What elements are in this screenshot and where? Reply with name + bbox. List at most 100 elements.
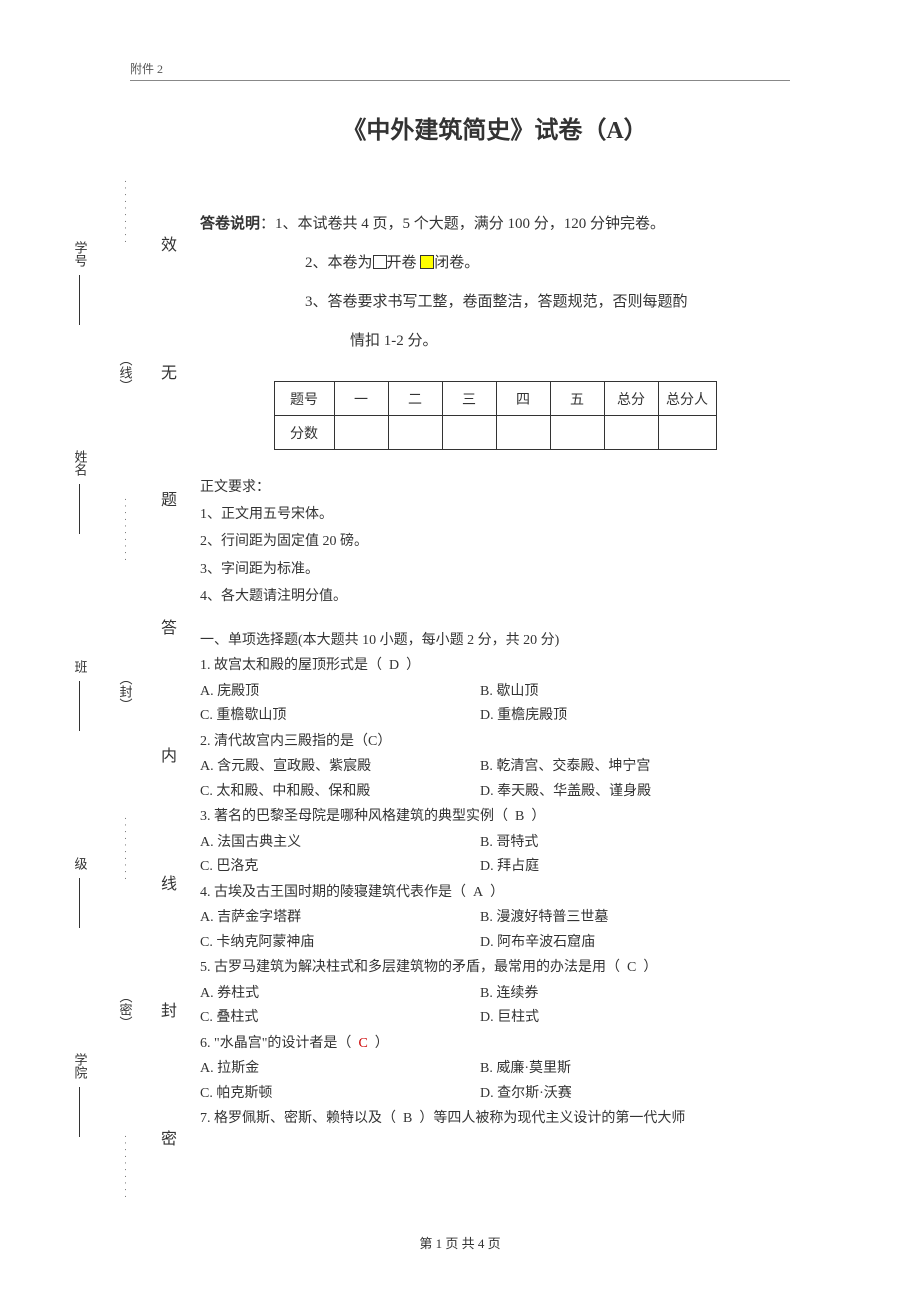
score-cell bbox=[334, 416, 388, 450]
question-stem: 7. 格罗佩斯、密斯、赖特以及（ B ）等四人被称为现代主义设计的第一代大师 bbox=[200, 1107, 790, 1132]
options-row: A. 含元殿、宣政殿、紫宸殿 B. 乾清宫、交泰殿、坤宁宫 bbox=[200, 755, 790, 780]
question-stem: 4. 古埃及古王国时期的陵寝建筑代表作是（ A ） bbox=[200, 881, 790, 906]
binding-field-grade: 级 bbox=[71, 857, 90, 932]
score-value-row: 分数 bbox=[274, 416, 716, 450]
binding-field-studentid: 学号 bbox=[71, 241, 90, 329]
score-col-2: 二 bbox=[388, 382, 442, 416]
option-b: B. 威廉·莫里斯 bbox=[480, 1057, 790, 1082]
option-d: D. 奉天殿、华盖殿、谨身殿 bbox=[480, 780, 790, 805]
option-a: A. 拉斯金 bbox=[200, 1057, 480, 1082]
binding-field-institute: 学院 bbox=[71, 1053, 90, 1141]
instruction-line-2: 2、本卷为开卷 闭卷。 bbox=[200, 244, 790, 283]
options-row: A. 吉萨金字塔群 B. 漫渡好特普三世墓 bbox=[200, 906, 790, 931]
option-d: D. 重檐庑殿顶 bbox=[480, 704, 790, 729]
exam-title: 《中外建筑简史》试卷（A） bbox=[200, 110, 790, 145]
score-col-5: 五 bbox=[550, 382, 604, 416]
option-c: C. 卡纳克阿蒙神庙 bbox=[200, 931, 480, 956]
instruction-line-3b: 情扣 1-2 分。 bbox=[200, 322, 790, 361]
option-a: A. 法国古典主义 bbox=[200, 831, 480, 856]
option-d: D. 巨柱式 bbox=[480, 1006, 790, 1031]
score-cell bbox=[550, 416, 604, 450]
options-row: A. 拉斯金 B. 威廉·莫里斯 bbox=[200, 1057, 790, 1082]
score-value-label: 分数 bbox=[274, 416, 334, 450]
option-b: B. 歇山顶 bbox=[480, 680, 790, 705]
options-row: C. 叠柱式 D. 巨柱式 bbox=[200, 1006, 790, 1031]
option-c: C. 巴洛克 bbox=[200, 855, 480, 880]
section-heading: 一、单项选择题(本大题共 10 小题，每小题 2 分，共 20 分) bbox=[200, 629, 790, 654]
binding-field-class: 班 bbox=[71, 660, 90, 735]
binding-outer-column: 学院 级 班 姓名 学号 bbox=[66, 180, 94, 1202]
body-req-item: 3、字间距为标准。 bbox=[200, 557, 790, 582]
question-stem: 5. 古罗马建筑为解决柱式和多层建筑物的矛盾，最常用的办法是用（ C ） bbox=[200, 956, 790, 981]
checkbox-closed-icon bbox=[420, 255, 434, 269]
score-header-label: 题号 bbox=[274, 382, 334, 416]
option-a: A. 券柱式 bbox=[200, 982, 480, 1007]
option-b: B. 乾清宫、交泰殿、坤宁宫 bbox=[480, 755, 790, 780]
score-header-row: 题号 一 二 三 四 五 总分 总分人 bbox=[274, 382, 716, 416]
question-stem: 6. "水晶宫"的设计者是（ C ） bbox=[200, 1032, 790, 1057]
binding-inner-column: 密 封 线 内 答 题 无 效 bbox=[156, 180, 176, 1202]
options-row: A. 庑殿顶 B. 歇山顶 bbox=[200, 680, 790, 705]
answer-letter: A bbox=[473, 885, 483, 900]
answer-letter: C bbox=[358, 1036, 367, 1051]
option-a: A. 含元殿、宣政殿、紫宸殿 bbox=[200, 755, 480, 780]
option-b: B. 哥特式 bbox=[480, 831, 790, 856]
dot-run: ·········· bbox=[121, 180, 130, 247]
answer-letter: B bbox=[403, 1111, 412, 1126]
checkbox-open-icon bbox=[373, 255, 387, 269]
instruction-line-3: 3、答卷要求书写工整，卷面整洁，答题规范，否则每题酌 bbox=[200, 283, 790, 322]
option-a: A. 庑殿顶 bbox=[200, 680, 480, 705]
seal-xian: （线） bbox=[116, 353, 135, 392]
dot-run: ·········· bbox=[121, 1135, 130, 1202]
score-col-4: 四 bbox=[496, 382, 550, 416]
options-row: A. 法国古典主义 B. 哥特式 bbox=[200, 831, 790, 856]
question-stem: 1. 故宫太和殿的屋顶形式是（ D ） bbox=[200, 654, 790, 679]
options-row: C. 太和殿、中和殿、保和殿 D. 奉天殿、华盖殿、谨身殿 bbox=[200, 780, 790, 805]
option-d: D. 查尔斯·沃赛 bbox=[480, 1082, 790, 1107]
option-c: C. 重檐歇山顶 bbox=[200, 704, 480, 729]
score-cell bbox=[604, 416, 658, 450]
option-b: B. 连续券 bbox=[480, 982, 790, 1007]
score-col-scorer: 总分人 bbox=[658, 382, 716, 416]
score-cell bbox=[388, 416, 442, 450]
questions-section: 一、单项选择题(本大题共 10 小题，每小题 2 分，共 20 分) 1. 故宫… bbox=[200, 629, 790, 1132]
binding-margin: 学院 级 班 姓名 学号 ·········· （密） bbox=[66, 180, 176, 1202]
option-c: C. 帕克斯顿 bbox=[200, 1082, 480, 1107]
option-d: D. 阿布辛波石窟庙 bbox=[480, 931, 790, 956]
option-c: C. 太和殿、中和殿、保和殿 bbox=[200, 780, 480, 805]
option-a: A. 吉萨金字塔群 bbox=[200, 906, 480, 931]
score-cell bbox=[442, 416, 496, 450]
attachment-label: 附件 2 bbox=[130, 60, 163, 77]
score-col-3: 三 bbox=[442, 382, 496, 416]
binding-mid-column: ·········· （密） ·········· （封） ··········… bbox=[98, 180, 152, 1202]
score-cell bbox=[658, 416, 716, 450]
header-rule bbox=[130, 80, 790, 81]
page-footer: 第 1 页 共 4 页 bbox=[0, 1233, 920, 1252]
score-table: 题号 一 二 三 四 五 总分 总分人 分数 bbox=[274, 381, 717, 450]
seal-feng: （封） bbox=[116, 672, 135, 711]
body-req-item: 2、行间距为固定值 20 磅。 bbox=[200, 529, 790, 554]
score-col-1: 一 bbox=[334, 382, 388, 416]
seal-mi: （密） bbox=[116, 990, 135, 1029]
dot-run: ·········· bbox=[121, 817, 130, 884]
options-row: C. 巴洛克 D. 拜占庭 bbox=[200, 855, 790, 880]
score-col-total: 总分 bbox=[604, 382, 658, 416]
option-b: B. 漫渡好特普三世墓 bbox=[480, 906, 790, 931]
options-row: C. 重檐歇山顶 D. 重檐庑殿顶 bbox=[200, 704, 790, 729]
dot-run: ·········· bbox=[121, 498, 130, 565]
instruction-line-1: 答卷说明：1、本试卷共 4 页，5 个大题，满分 100 分，120 分钟完卷。 bbox=[200, 205, 790, 244]
answer-letter: C bbox=[627, 960, 636, 975]
options-row: C. 卡纳克阿蒙神庙 D. 阿布辛波石窟庙 bbox=[200, 931, 790, 956]
body-req-item: 1、正文用五号宋体。 bbox=[200, 502, 790, 527]
option-c: C. 叠柱式 bbox=[200, 1006, 480, 1031]
body-req-title: 正文要求： bbox=[200, 475, 790, 500]
binding-field-name: 姓名 bbox=[71, 450, 90, 538]
body-req-item: 4、各大题请注明分值。 bbox=[200, 584, 790, 609]
option-d: D. 拜占庭 bbox=[480, 855, 790, 880]
exam-page: 附件 2 学院 级 班 姓名 学号 bbox=[0, 0, 920, 1302]
body-requirements: 正文要求： 1、正文用五号宋体。 2、行间距为固定值 20 磅。 3、字间距为标… bbox=[200, 475, 790, 609]
question-stem: 3. 著名的巴黎圣母院是哪种风格建筑的典型实例（ B ） bbox=[200, 805, 790, 830]
answer-letter: B bbox=[515, 809, 524, 824]
answer-letter: D bbox=[389, 658, 399, 673]
options-row: C. 帕克斯顿 D. 查尔斯·沃赛 bbox=[200, 1082, 790, 1107]
